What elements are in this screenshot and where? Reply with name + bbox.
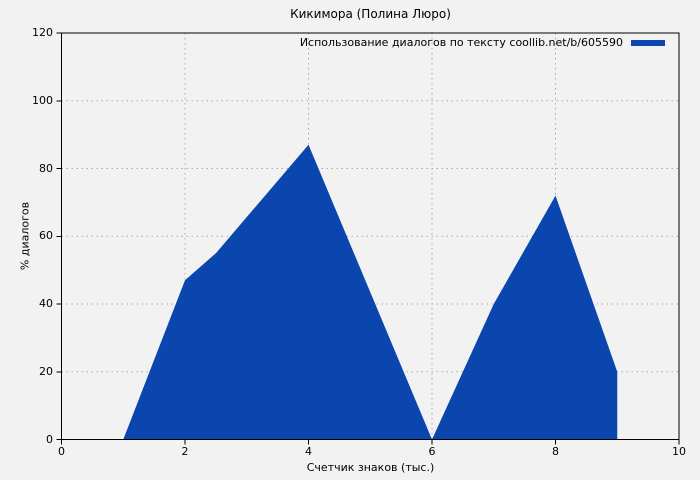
x-tick-label-10: 10 xyxy=(672,445,686,458)
legend-series-label: Использование диалогов по тексту coollib… xyxy=(299,36,623,49)
x-axis-label: Счетчик знаков (тыс.) xyxy=(306,461,435,474)
y-tick-label-20: 20 xyxy=(39,364,53,378)
x-tick-label-2: 2 xyxy=(181,445,189,458)
chart-title: Кикимора (Полина Люро) xyxy=(290,7,451,21)
legend: Использование диалогов по тексту coollib… xyxy=(62,36,665,49)
y-tick-label-0: 0 xyxy=(46,432,53,446)
y-tick-label-120: 120 xyxy=(32,26,53,39)
x-tick-label-8: 8 xyxy=(552,445,559,458)
area-series-0 xyxy=(123,144,618,440)
y-tick-label-80: 80 xyxy=(39,161,53,175)
legend-color-swatch xyxy=(631,39,665,46)
x-tick-label-4: 4 xyxy=(305,445,312,458)
x-tick-label-0: 0 xyxy=(58,445,65,458)
y-tick-label-100: 100 xyxy=(32,93,53,107)
y-tick-label-40: 40 xyxy=(39,297,53,310)
y-tick-label-60: 60 xyxy=(39,229,53,243)
x-tick-label-6: 6 xyxy=(428,445,436,458)
